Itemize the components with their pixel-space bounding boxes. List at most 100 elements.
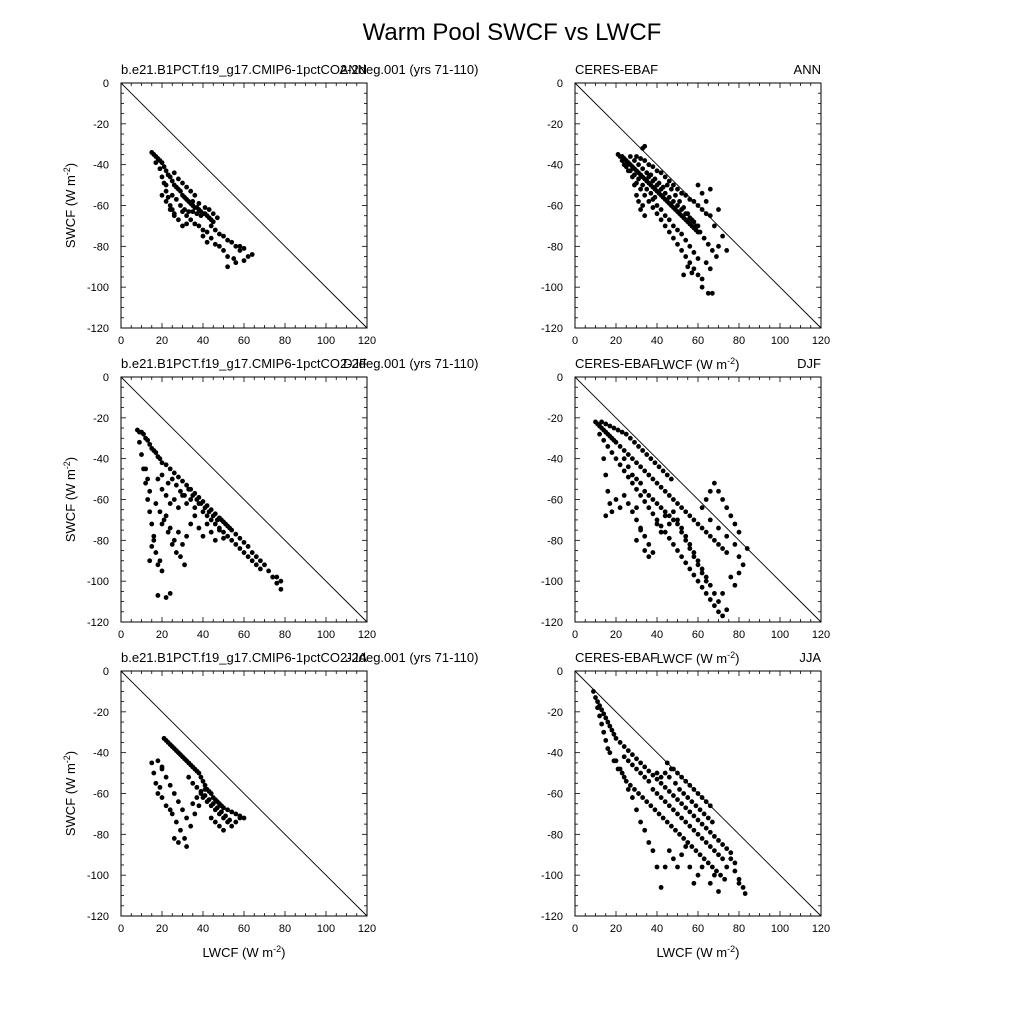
scatter-point [172,213,177,218]
scatter-point [158,166,163,171]
scatter-point [681,273,686,278]
scatter-point [651,164,656,169]
scatter-point [692,266,697,271]
scatter-point [190,781,195,786]
scatter-point [667,513,672,518]
scatter-point [706,242,711,247]
scatter-point [679,816,684,821]
scatter-point [712,834,717,839]
scatter-point [696,256,701,261]
scatter-point [158,785,163,790]
scatter-point [145,477,150,482]
scatter-point [665,820,670,825]
scatter-point [663,224,668,229]
scatter-point [164,462,169,467]
scatter-point [714,254,719,259]
scatter-point [687,260,692,265]
scatter-point [209,816,214,821]
scatter-point [199,789,204,794]
x-tick-label: 80 [733,629,745,641]
scatter-point [229,538,234,543]
scatter-point [669,767,674,772]
scatter-point [188,824,193,829]
scatter-point [622,754,627,759]
scatter-point [704,575,709,580]
scatter-point [618,767,623,772]
scatter-point [714,869,719,874]
y-tick-label: -20 [547,413,563,425]
y-tick-label: -60 [547,495,563,507]
scatter-point [706,861,711,866]
scatter-point [663,191,668,196]
scatter-point [194,211,199,216]
scatter-point [168,783,173,788]
scatter-point [141,432,146,437]
scatter-point [716,244,721,249]
scatter-point [659,885,664,890]
scatter-point [733,542,738,547]
scatter-point [720,613,725,618]
scatter-point [702,856,707,861]
scatter-point [673,781,678,786]
scatter-point [663,175,668,180]
scatter-point [737,881,742,886]
scatter-point [197,201,202,206]
scatter-point [603,473,608,478]
scatter-point [601,456,606,461]
y-tick-label: -60 [93,495,109,507]
scatter-point [595,699,600,704]
scatter-point [655,518,660,523]
scatter-point [659,217,664,222]
scatter-point [223,814,228,819]
scatter-point [168,207,173,212]
scatter-point [704,497,709,502]
scatter-point [151,534,156,539]
y-tick-label: -100 [541,870,563,882]
scatter-point [607,424,612,429]
y-tick-label: -60 [547,201,563,213]
scatter-point [223,522,228,527]
scatter-point [694,803,699,808]
scatter-point [209,518,214,523]
scatter-point [172,791,177,796]
scatter-point [679,775,684,780]
scatter-point [644,452,649,457]
scatter-point [687,865,692,870]
scatter-point [178,489,183,494]
scatter-point [162,518,167,523]
scatter-point [702,812,707,817]
scatter-point [700,822,705,827]
scatter-point [720,856,725,861]
scatter-point [638,156,643,161]
scatter-point [655,481,660,486]
scatter-point [172,836,177,841]
scatter-point [724,248,729,253]
scatter-point [671,199,676,204]
scatter-point [708,803,713,808]
x-tick-label: 80 [733,335,745,347]
scatter-point [659,781,664,786]
panel-right-title: DJF [797,356,821,371]
y-tick-label: 0 [557,372,563,384]
scatter-point [601,730,606,735]
scatter-point [642,144,647,149]
x-tick-label: 120 [358,629,376,641]
scatter-point [646,493,651,498]
scatter-point [616,428,621,433]
scatter-point [156,758,161,763]
scatter-point [603,422,608,427]
scatter-point [716,838,721,843]
scatter-point [634,518,639,523]
scatter-point [692,550,697,555]
scatter-point [634,487,639,492]
panel-right-title: DJF [343,356,367,371]
scatter-point [733,522,738,527]
scatter-point [663,513,668,518]
scatter-point [233,532,238,537]
scatter-point [209,224,214,229]
scatter-point [601,711,606,716]
scatter-point [708,583,713,588]
scatter-point [710,291,715,296]
scatter-point [279,579,284,584]
scatter-point [689,844,694,849]
